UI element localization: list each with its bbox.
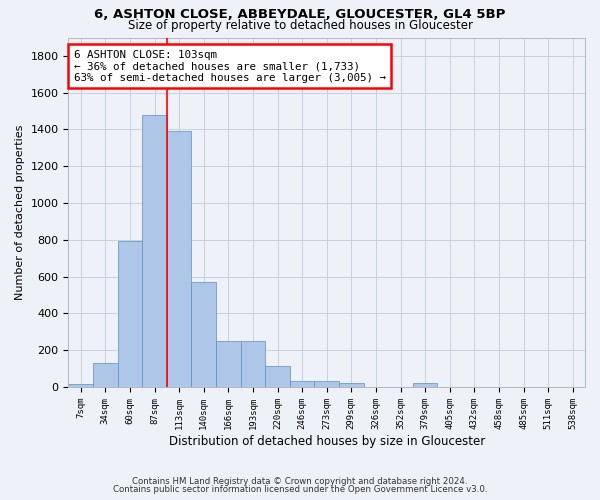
Bar [339, 384, 364, 387]
Bar [68, 384, 93, 387]
Bar [93, 363, 118, 387]
Bar [118, 240, 142, 387]
Bar [241, 341, 265, 387]
Bar [314, 382, 339, 387]
Bar [167, 132, 191, 387]
Bar [216, 341, 241, 387]
Bar [142, 115, 167, 387]
Text: 6 ASHTON CLOSE: 103sqm
← 36% of detached houses are smaller (1,733)
63% of semi-: 6 ASHTON CLOSE: 103sqm ← 36% of detached… [74, 50, 386, 83]
Text: Contains HM Land Registry data © Crown copyright and database right 2024.: Contains HM Land Registry data © Crown c… [132, 477, 468, 486]
Bar [413, 384, 437, 387]
Bar [290, 380, 314, 387]
Bar [265, 366, 290, 387]
Text: Contains public sector information licensed under the Open Government Licence v3: Contains public sector information licen… [113, 485, 487, 494]
Text: Size of property relative to detached houses in Gloucester: Size of property relative to detached ho… [128, 18, 473, 32]
X-axis label: Distribution of detached houses by size in Gloucester: Distribution of detached houses by size … [169, 434, 485, 448]
Bar [191, 282, 216, 387]
Text: 6, ASHTON CLOSE, ABBEYDALE, GLOUCESTER, GL4 5BP: 6, ASHTON CLOSE, ABBEYDALE, GLOUCESTER, … [94, 8, 506, 20]
Y-axis label: Number of detached properties: Number of detached properties [15, 124, 25, 300]
